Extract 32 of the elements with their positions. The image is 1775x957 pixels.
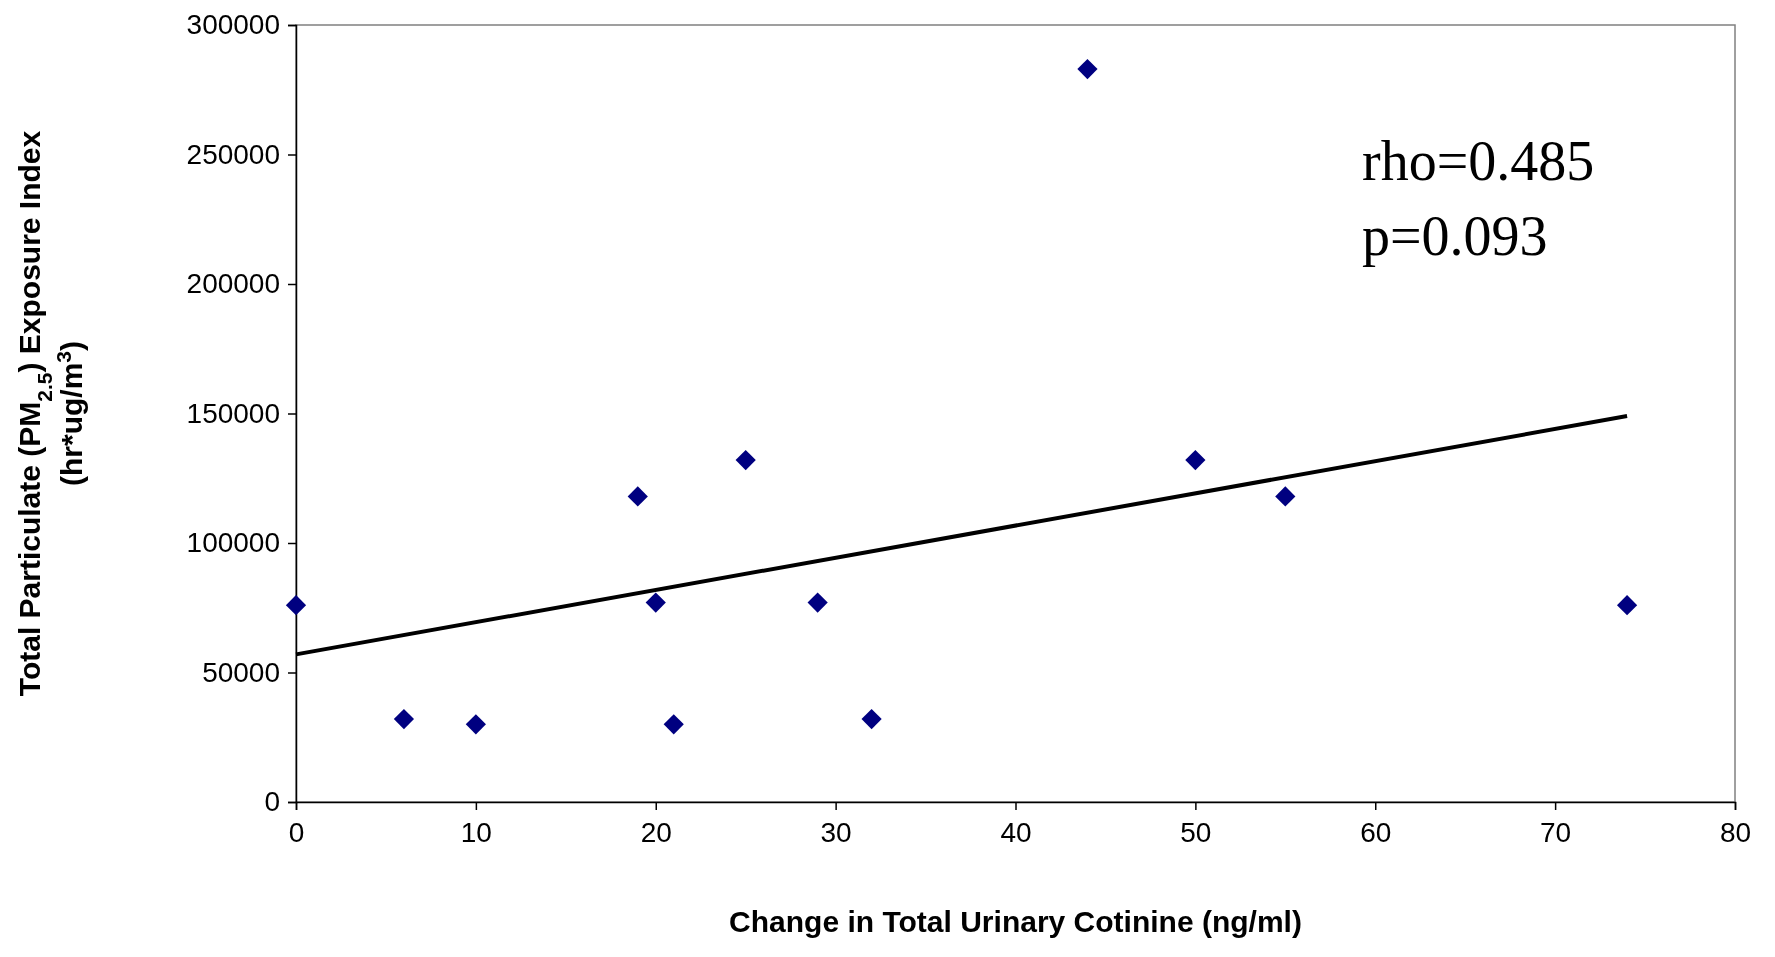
point: [1616, 595, 1638, 616]
x-tick-label: 40: [1000, 816, 1032, 848]
y-tick-label: 200000: [186, 268, 280, 300]
point: [1077, 58, 1098, 80]
x-tick-label: 10: [460, 816, 492, 848]
point: [807, 592, 828, 613]
annotation: rho=0.485: [1362, 130, 1595, 192]
point: [465, 714, 486, 735]
y-tick-label: 50000: [202, 656, 280, 688]
x-tick-label: 60: [1360, 816, 1392, 848]
x-tick-label: 30: [820, 816, 852, 848]
point: [735, 450, 756, 471]
point: [393, 709, 415, 730]
y-tick-label: 150000: [186, 397, 280, 429]
y-tick-label: 0: [264, 786, 280, 818]
point: [663, 714, 684, 735]
y-tick-label: 100000: [186, 527, 280, 559]
x-tick-label: 50: [1180, 816, 1212, 848]
x-tick-label: 70: [1540, 816, 1572, 848]
point: [1185, 450, 1206, 471]
x-axis-title: Change in Total Urinary Cotinine (ng/ml): [729, 905, 1302, 938]
x-tick-label: 80: [1719, 816, 1752, 848]
annotation: p=0.093: [1362, 205, 1548, 267]
point: [861, 709, 882, 730]
point: [627, 486, 648, 507]
point: [285, 595, 307, 616]
y-tick-label: 300000: [186, 9, 280, 41]
y-tick-label: 250000: [186, 138, 280, 170]
x-tick-label: 0: [288, 816, 305, 848]
x-tick-label: 20: [640, 816, 672, 848]
point: [1275, 486, 1296, 507]
point: [645, 592, 666, 613]
